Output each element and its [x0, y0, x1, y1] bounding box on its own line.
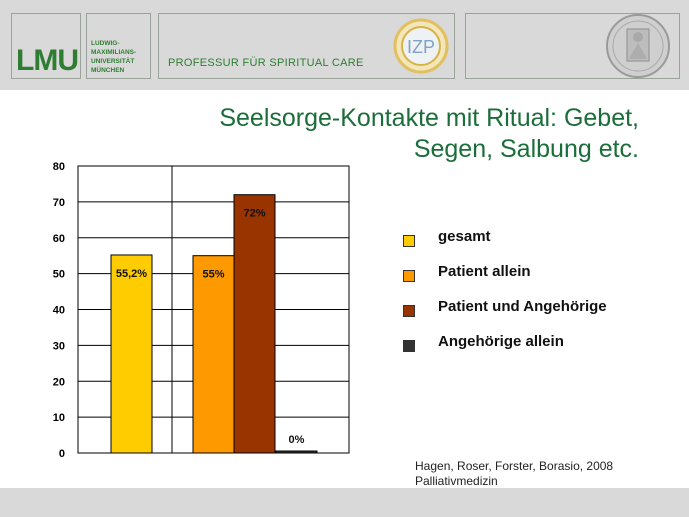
- y-tick-label: 30: [53, 340, 65, 352]
- legend-label: Patient allein: [438, 263, 531, 280]
- university-seal-icon: [606, 14, 670, 78]
- university-name-box: [86, 13, 151, 79]
- source-citation: Hagen, Roser, Forster, Borasio, 2008 Pal…: [415, 459, 613, 489]
- title-line: Seelsorge-Kontakte mit Ritual: Gebet,: [219, 104, 639, 132]
- y-tick-label: 0: [59, 448, 65, 460]
- source-authors: Hagen, Roser, Forster, Borasio, 2008: [415, 459, 614, 473]
- footer-bar: [0, 488, 689, 517]
- title-line: Segen, Salbung etc.: [413, 135, 639, 163]
- university-line: LUDWIG-: [91, 40, 120, 47]
- bar: [192, 255, 235, 454]
- y-tick-label: 40: [53, 305, 65, 317]
- data-label: 55%: [202, 269, 224, 281]
- lmu-logo-text: LMU: [16, 44, 79, 77]
- header-bar: LMU LUDWIG- MAXIMILIANS- UNIVERSITÄT MÜN…: [0, 0, 689, 90]
- y-tick-label: 60: [53, 233, 65, 245]
- y-tick-label: 80: [53, 161, 65, 173]
- legend-label: Patient und Angehörige: [438, 298, 607, 315]
- legend-swatch: [403, 340, 415, 352]
- data-label: 0%: [289, 434, 305, 446]
- bar: [275, 450, 318, 454]
- bar: [110, 254, 153, 454]
- legend-label: gesamt: [438, 228, 491, 245]
- legend-swatch: [403, 235, 415, 247]
- izp-logo[interactable]: IZP: [393, 18, 449, 74]
- legend-swatch: [403, 305, 415, 317]
- y-tick-label: 20: [53, 376, 65, 388]
- data-label: 55,2%: [116, 268, 147, 280]
- legend-label: Angehörige allein: [438, 333, 564, 350]
- data-label: 72%: [243, 208, 265, 220]
- university-line: MÜNCHEN: [91, 67, 125, 74]
- university-line: UNIVERSITÄT: [91, 58, 135, 65]
- slide-title: Seelsorge-Kontakte mit Ritual: Gebet, Se…: [139, 103, 639, 165]
- bar: [233, 194, 276, 454]
- legend-swatch: [403, 270, 415, 282]
- izp-logo-text: IZP: [407, 37, 435, 57]
- lmu-logo[interactable]: LMU: [11, 13, 81, 79]
- y-tick-label: 70: [53, 197, 65, 209]
- y-tick-label: 10: [53, 412, 65, 424]
- source-journal: Palliativmedizin: [415, 474, 498, 488]
- university-line: MAXIMILIANS-: [91, 49, 137, 56]
- department-name: PROFESSUR FÜR SPIRITUAL CARE: [168, 57, 364, 69]
- university-name: LUDWIG- MAXIMILIANS- UNIVERSITÄT MÜNCHEN: [91, 39, 151, 75]
- y-tick-label: 50: [53, 269, 65, 281]
